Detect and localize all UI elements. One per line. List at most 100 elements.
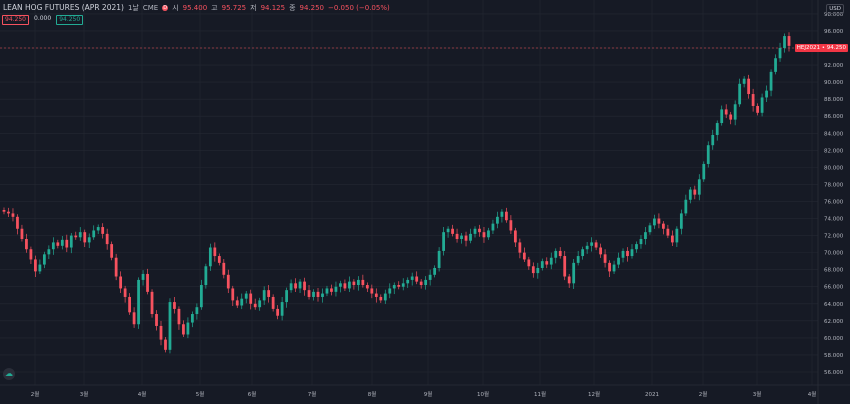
candle [307,285,311,300]
candle [240,293,244,310]
candle [567,273,571,288]
symbol-title[interactable]: LEAN HOG FUTURES (APR 2021) [3,3,124,12]
candle-body [769,71,773,91]
candle [177,306,181,330]
candle [280,296,284,321]
candle-body [244,293,248,299]
candle [496,211,499,229]
price-tick-label: 96.000 [824,29,844,35]
tradingview-logo-icon[interactable]: ☁ [3,368,15,380]
open-value: 95.400 [182,4,208,12]
candle-body [778,48,782,59]
candle-body [567,276,571,284]
candle-body [482,232,486,238]
price-tick-label: 74.000 [824,217,844,223]
candle [56,239,60,249]
ask-badge[interactable]: 94.250 [56,15,84,25]
candle [316,288,320,302]
candle [34,255,37,278]
candle [451,224,454,237]
candle [92,225,96,240]
candle [635,241,638,253]
indicator-icon: D [162,5,169,11]
candle [25,233,28,253]
candle-body [621,250,625,258]
price-tick-label: 88.000 [824,97,844,103]
candle [415,271,419,285]
candle-body [240,298,244,306]
candle [105,228,109,250]
candle [487,227,490,240]
candle [554,248,558,264]
candle [572,259,576,289]
candle [392,282,396,295]
candle [621,248,625,263]
candle-body [518,242,522,253]
candle-body [760,97,764,113]
candle-body [383,293,387,301]
candle-body [608,262,611,272]
candle-body [361,279,365,286]
candle [545,257,549,269]
candle [617,252,620,269]
bid-badge[interactable]: 94.250 [2,15,29,25]
candle [688,186,692,204]
candle-body [348,281,351,289]
candle [51,237,55,255]
candle [128,293,131,315]
candle [505,207,508,223]
candle [258,297,262,311]
interval-label[interactable]: 1날 [127,4,139,12]
currency-button[interactable]: USD [826,4,844,14]
candle-body [74,235,78,238]
candle-body [603,254,607,263]
candle-body [594,242,598,248]
candle-body [51,242,55,250]
candle [693,185,697,200]
candle-body [110,244,114,258]
candle-body [374,293,378,297]
candle-body [612,264,616,272]
candle-body [92,230,96,238]
candle-body [25,238,28,250]
candle-body [428,274,432,280]
candle-body [105,233,109,245]
candle [626,247,629,262]
candle-body [522,252,526,260]
candle [253,298,257,310]
candle-body [65,239,69,248]
candle-body [42,254,46,265]
candle-body [69,235,73,248]
candle-body [253,303,257,308]
candle [711,129,715,150]
candle-body [222,262,226,275]
candle-body [702,163,706,180]
candle-body [249,293,253,304]
candle-body [415,276,419,282]
candle-body [653,218,656,226]
candle [662,221,665,235]
candle [244,291,248,304]
low-value: 94.125 [260,4,286,12]
candle [742,76,746,88]
candle [217,253,221,266]
candle [119,271,123,294]
candle-body [576,256,580,263]
candle-body [29,249,33,260]
candle-body [491,223,495,231]
candle [648,222,652,235]
candle [352,279,356,290]
time-tick-label: 4월 [138,390,147,398]
candle-body [155,314,158,326]
candle [531,262,535,278]
candle-body [724,109,728,115]
candle-body [787,36,791,46]
candle [783,33,786,53]
candle [42,251,46,269]
low-label: 저 [250,4,257,12]
candle-body [697,179,701,195]
candle-body [191,314,194,323]
price-tick-label: 60.000 [824,336,844,342]
